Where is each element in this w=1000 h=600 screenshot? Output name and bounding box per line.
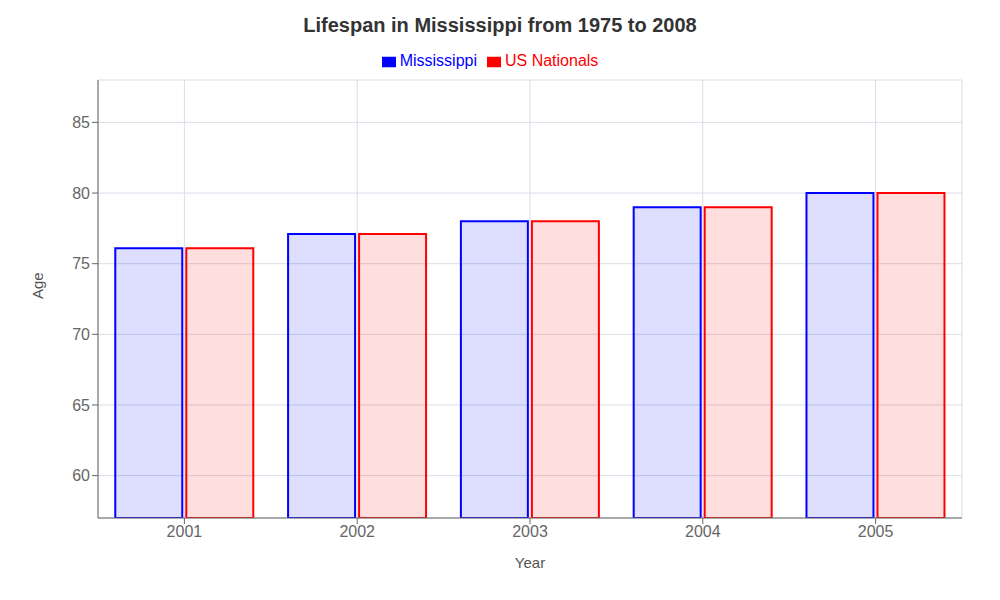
svg-text:2005: 2005 <box>858 523 894 540</box>
html-text:Lifespan in Mississippi from 1: Lifespan in Mississippi from 1975 to 200… <box>303 14 697 36</box>
svg-text:75: 75 <box>72 255 90 272</box>
html-text:Mississippi: Mississippi <box>399 52 477 69</box>
svg-text:60: 60 <box>72 467 90 484</box>
svg-text:85: 85 <box>72 114 90 131</box>
svg-text:2001: 2001 <box>167 523 203 540</box>
svg-text:Year: Year <box>515 554 545 571</box>
svg-text:70: 70 <box>72 326 90 343</box>
svg-text:Age: Age <box>29 272 46 299</box>
svg-text:2003: 2003 <box>512 523 548 540</box>
html-text:US Nationals: US Nationals <box>505 52 599 69</box>
svg-text:2004: 2004 <box>685 523 721 540</box>
svg-text:65: 65 <box>72 397 90 414</box>
svg-text:2002: 2002 <box>339 523 375 540</box>
svg-text:80: 80 <box>72 185 90 202</box>
